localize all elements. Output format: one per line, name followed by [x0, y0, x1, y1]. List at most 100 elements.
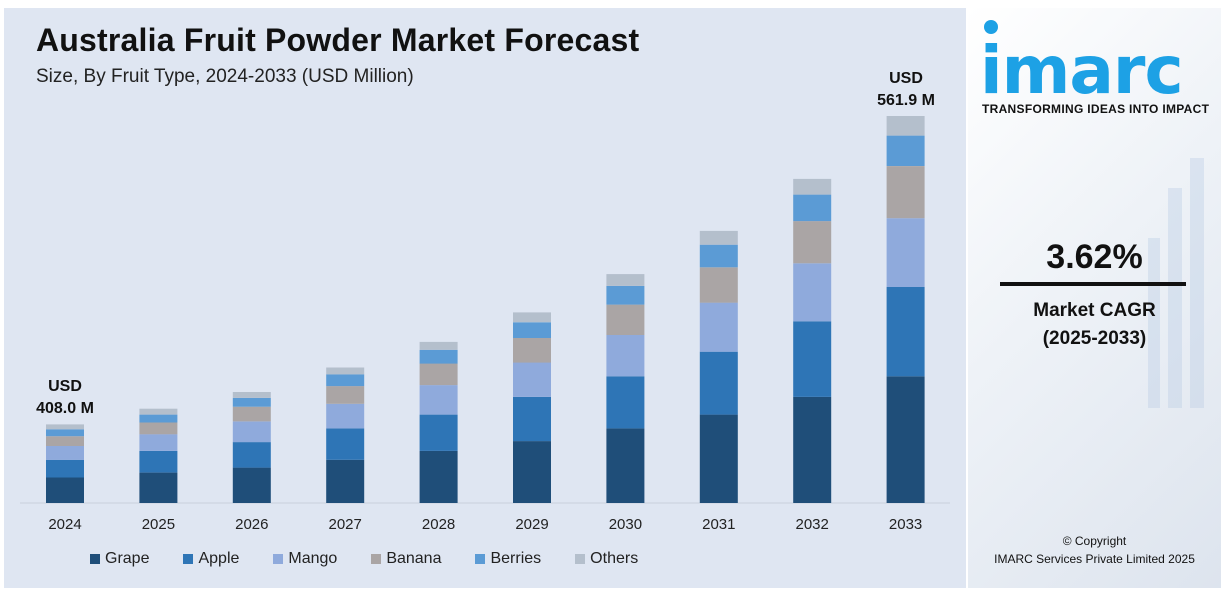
bar-segment-others-2028: [419, 341, 458, 350]
legend-label: Mango: [288, 550, 338, 567]
legend-label: Apple: [198, 550, 240, 567]
bar-segment-berries-2032: [793, 194, 832, 222]
x-tick-label: 2033: [889, 516, 922, 533]
bar-segment-berries-2024: [46, 429, 84, 437]
x-tick-label: 2026: [235, 516, 268, 533]
bar-segment-apple-2025: [139, 450, 178, 473]
legend-swatch: [90, 554, 100, 564]
x-tick-label: 2025: [142, 516, 175, 533]
bar-segment-apple-2033: [886, 286, 925, 377]
logo-dot: [984, 20, 998, 34]
bar-segment-apple-2031: [699, 351, 738, 415]
bar-segment-apple-2026: [232, 442, 271, 468]
bar-segment-mango-2026: [232, 421, 271, 443]
bar-segment-mango-2030: [606, 335, 645, 377]
bar-segment-banana-2029: [513, 338, 551, 363]
bar-segment-berries-2025: [139, 414, 178, 423]
bar-segment-others-2026: [232, 392, 271, 398]
x-tick-label: 2028: [422, 516, 455, 533]
bar-segment-mango-2033: [886, 218, 925, 287]
side-panel: [968, 8, 1221, 588]
bar-segment-mango-2032: [793, 263, 832, 322]
bar-segment-banana-2025: [139, 422, 178, 435]
imarc-logo: imarc: [980, 32, 1184, 109]
bar-segment-others-2024: [46, 424, 84, 430]
x-tick-label: 2024: [48, 516, 81, 533]
bar-segment-banana-2033: [886, 166, 925, 219]
brand-tagline: TRANSFORMING IDEAS INTO IMPACT: [982, 102, 1210, 116]
chart-subtitle: Size, By Fruit Type, 2024-2033 (USD Mill…: [36, 66, 414, 87]
bar-segment-grape-2030: [606, 428, 645, 503]
legend-label: Grape: [105, 550, 150, 567]
bar-segment-berries-2030: [606, 285, 645, 305]
cagr-divider: [1000, 282, 1186, 286]
bar-segment-others-2031: [699, 230, 738, 245]
bar-segment-apple-2024: [46, 459, 84, 478]
bar-segment-grape-2029: [513, 441, 551, 503]
bar-segment-apple-2030: [606, 376, 645, 429]
bar-segment-others-2025: [139, 408, 178, 415]
bar-segment-banana-2027: [326, 386, 365, 404]
legend-item-others: Others: [575, 550, 638, 568]
bar-segment-others-2027: [326, 367, 365, 375]
bar-segment-banana-2030: [606, 304, 645, 335]
bar-segment-banana-2032: [793, 221, 832, 264]
chart-title: Australia Fruit Powder Market Forecast: [36, 22, 640, 58]
bar-segment-grape-2027: [326, 459, 365, 503]
decor-bar: [1148, 238, 1160, 408]
legend-item-mango: Mango: [273, 550, 337, 568]
bar-segment-grape-2024: [46, 477, 84, 503]
stacked-bar-chart: 2024 2025 2026 2027 2028 2029 2030 2031 2032 2033…: [20, 70, 950, 533]
decor-bar: [1168, 188, 1182, 408]
x-tick-label: 2030: [609, 516, 642, 533]
legend-item-apple: Apple: [183, 550, 239, 568]
bar-segment-mango-2024: [46, 446, 84, 460]
bar-segment-banana-2028: [419, 363, 458, 386]
company-text: IMARC Services Private Limited 2025: [994, 552, 1195, 566]
x-tick-label: 2029: [515, 516, 548, 533]
bar-segment-grape-2032: [793, 396, 832, 503]
bar-segment-grape-2031: [699, 414, 738, 503]
bar-segment-grape-2033: [886, 376, 925, 503]
bar-segment-mango-2029: [513, 362, 551, 397]
bar-segment-banana-2026: [232, 406, 271, 422]
cagr-label: Market CAGR: [1033, 300, 1156, 321]
bar-segment-berries-2028: [419, 349, 458, 364]
start-value-label: 408.0 M: [36, 400, 94, 417]
bar-segment-others-2032: [793, 178, 832, 195]
legend-label: Others: [590, 550, 639, 567]
legend-item-grape: Grape: [90, 550, 149, 568]
bar-segment-banana-2024: [46, 436, 84, 446]
x-tick-label: 2027: [329, 516, 362, 533]
bar-segment-grape-2026: [232, 467, 271, 503]
cagr-value: 3.62%: [1046, 238, 1143, 276]
copyright-text: © Copyright: [1062, 534, 1127, 548]
bar-segment-berries-2033: [886, 135, 925, 166]
end-value-label: 561.9 M: [877, 92, 935, 109]
x-tick-label: 2032: [796, 516, 829, 533]
legend-item-banana: Banana: [371, 550, 441, 568]
bar-segment-apple-2028: [419, 414, 458, 451]
bar-segment-berries-2031: [699, 244, 738, 268]
end-value-currency: USD: [889, 70, 923, 87]
legend-item-berries: Berries: [475, 550, 541, 568]
chart-legend: Grape Apple Mango Banana Berries Others: [90, 550, 672, 568]
bar-segment-mango-2031: [699, 302, 738, 352]
bar-segment-apple-2027: [326, 428, 365, 460]
legend-swatch: [273, 554, 284, 564]
bar-segment-berries-2027: [326, 374, 365, 387]
cagr-period: (2025-2033): [1042, 328, 1147, 349]
legend-label: Banana: [386, 550, 442, 567]
decor-bar: [1190, 158, 1204, 408]
bar-segment-mango-2028: [419, 385, 458, 415]
legend-swatch: [183, 554, 194, 564]
legend-swatch: [575, 554, 586, 564]
bar-segment-berries-2026: [232, 397, 271, 407]
bar-segment-berries-2029: [513, 322, 551, 338]
bar-segment-banana-2031: [699, 267, 738, 303]
bar-segment-others-2030: [606, 274, 645, 286]
bar-segment-apple-2029: [513, 396, 551, 442]
bar-segment-others-2033: [886, 116, 925, 136]
x-tick-label: 2031: [702, 516, 735, 533]
legend-swatch: [475, 554, 486, 564]
